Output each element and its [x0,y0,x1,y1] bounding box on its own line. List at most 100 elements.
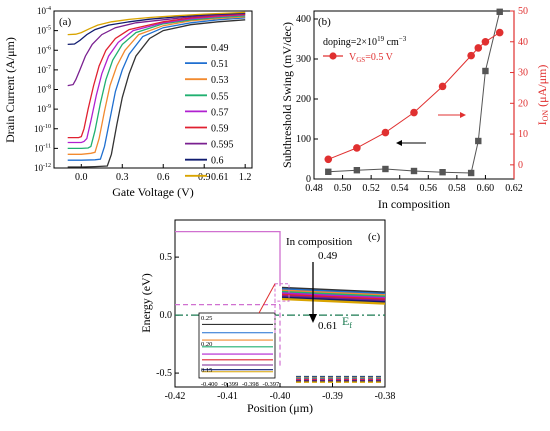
x-tick-label: 0.52 [362,183,380,194]
panel-b-doping-annotation: doping=2×1019 cm−3 [323,35,407,48]
marker-square [439,169,446,176]
panel-c-x-axis-label: Position (μm) [247,401,313,415]
inset-x-tick-label: -0.399 [221,381,238,388]
panel-a-drain-current-chart: (a) 0.0 0.3 0.6 0.9 1.2 10-1210-1110-1010-91… [3,6,253,199]
x-tick-label: 0.56 [420,183,438,194]
panel-b-legend: VGS=0.5 V [323,52,394,64]
marker-circle [495,28,504,37]
channel-band [281,286,386,294]
panel-c-annotation-top: 0.49 [318,250,338,262]
panel-c-x-ticks: -0.42 -0.41 -0.40 -0.39 -0.38 [165,383,396,402]
legend-label-0.55: 0.55 [211,91,229,102]
panel-a-x-axis-label: Gate Voltage (V) [112,185,194,199]
x-tick-label: 0.54 [391,183,409,194]
y-tick-label: 0 [306,174,311,185]
marker-square [325,168,332,175]
series-line-0.6 [67,12,246,46]
inset-x-tick-label: -0.397 [262,381,280,388]
marker-square [353,167,361,174]
panel-b-subthreshold-swing-chart: (b) 0.48 0.50 0.52 0.54 0.56 0.58 0.60 0.62 0 10… [280,6,550,211]
inset-y-tick-label: 0.15 [201,367,212,374]
y-tick-label: -0.5 [156,368,172,379]
y-tick-label: 10-7 [37,65,51,75]
legend-marker [329,52,337,60]
doping-unit: cm [384,37,399,48]
x-tick-label: 0.48 [305,183,323,194]
y-tick-label: 10-9 [37,104,51,114]
marker-circle [438,82,447,91]
series-line-0.49 [67,19,246,168]
y-tick-label: 10-11 [34,143,51,153]
y-tick-label: 10-5 [37,26,51,36]
x-tick-label: 0.58 [448,183,466,194]
left-axis-arrowhead [396,140,402,146]
marker-square [482,67,489,75]
channel-band [281,296,386,304]
doping-exponent: 19 [377,35,385,43]
legend-v: V [349,52,357,63]
series-line-0.53 [67,16,246,155]
marker-circle [353,144,361,152]
x-tick-label: -0.39 [322,391,343,402]
legend-tail: =0.5 V [365,52,393,63]
source-band-solid [175,230,281,287]
panel-a-y-axis-label: Drain Current (A/μm) [3,37,17,143]
inset-y-tick-label: 0.25 [201,315,212,322]
series-line-0.595 [67,12,246,87]
y-tick-label: 200 [296,94,311,105]
marker-circle [467,51,475,60]
marker-circle [324,155,333,164]
marker-circle [410,108,418,117]
inset-x-tick-label: -0.398 [242,381,259,388]
legend-label-0.53: 0.53 [211,75,229,86]
y-tick-label: 10-8 [37,85,51,95]
y2-tick-label: 50 [518,6,528,17]
marker-square [475,137,482,145]
y2-tick-label: 10 [518,129,528,140]
legend-label-0.61: 0.61 [211,172,229,183]
channel-band [281,290,386,298]
channel-band [281,293,386,301]
marker-circle [474,44,483,52]
legend-label: VGS=0.5 V [349,52,394,64]
y-tick-label: 10-6 [37,45,51,55]
panel-b-x-axis-label: In composition [378,197,450,211]
marker-square [382,165,389,173]
panel-c-energy-band-chart: (c) -0.42 -0.41 -0.40 -0.39 -0.38 -0.5 0.0 0.5… [139,219,396,415]
doping-text: doping=2×10 [323,37,377,48]
legend-label-0.595: 0.595 [211,140,234,151]
marker-circle [381,128,390,137]
x-tick-label: -0.38 [375,391,396,402]
y2-label-i: I [535,121,549,125]
y-tick-label: 10-10 [34,124,51,134]
y2-label-sub: ON [541,110,550,122]
channel-band [281,297,386,305]
y-tick-label: 10-4 [37,6,51,16]
x-tick-label: 1.2 [239,172,252,183]
channel-band [281,288,386,295]
panel-b-y2-axis-label: ION (μA/μm) [535,65,550,126]
series-line-0.51 [67,17,246,161]
fermi-e: E [342,314,349,328]
inset-frame [198,312,276,379]
legend-label-0.57: 0.57 [211,107,229,118]
y2-tick-label: 20 [518,98,528,109]
y-tick-label: 10-12 [34,163,51,173]
right-axis-arrowhead [460,112,466,118]
y2-tick-label: 0 [518,160,523,171]
panel-b-series [324,8,504,177]
series-line-0.55 [67,15,246,150]
panel-b-y-ticks: 0 100 200 300 400 [296,14,318,185]
y-tick-label: 300 [296,54,311,65]
x-tick-label: 0.9 [198,172,211,183]
panel-c-fermi-label: Ef [342,314,352,330]
x-tick-label: 0.62 [505,183,523,194]
panel-a-series-lines [67,11,246,168]
legend-sub: GS [356,56,365,64]
fermi-sub: f [349,321,352,330]
panel-c-inset: 0.25 0.20 0.15 -0.400 -0.399 -0.398 -0.397 [198,283,280,388]
panel-b-plot-frame [313,10,515,180]
legend-label-0.49: 0.49 [211,43,229,54]
series-line-0.59 [67,13,246,139]
